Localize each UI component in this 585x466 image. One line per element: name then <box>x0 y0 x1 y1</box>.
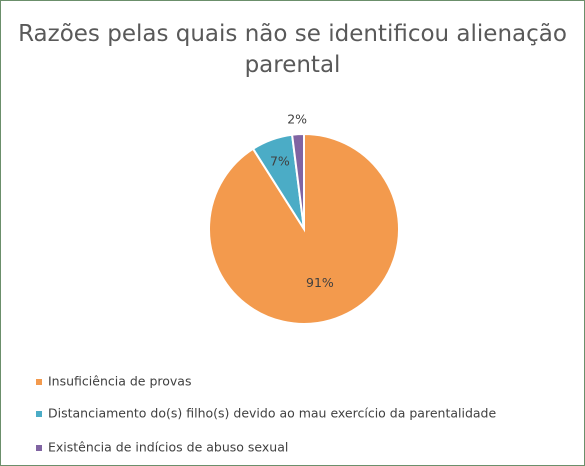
legend-swatch <box>36 379 42 385</box>
data-label: 2% <box>287 111 307 126</box>
data-label: 91% <box>306 275 334 290</box>
pie-slice <box>290 132 305 230</box>
data-label: 7% <box>270 153 290 168</box>
legend-swatch <box>36 411 42 417</box>
legend-label: Insuficiência de provas <box>48 374 191 389</box>
legend-label: Existência de indícios de abuso sexual <box>48 440 288 455</box>
legend-swatch <box>36 445 42 451</box>
chart-title: Razões pelas quais não se identificou al… <box>18 21 567 78</box>
legend-label: Distanciamento do(s) filho(s) devido ao … <box>48 406 496 421</box>
